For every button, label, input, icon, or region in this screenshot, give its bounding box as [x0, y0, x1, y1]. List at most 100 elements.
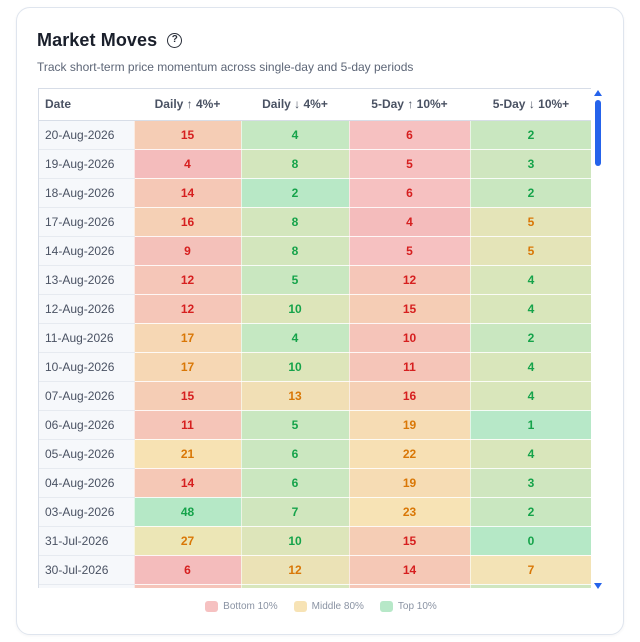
- value-cell: 3: [470, 468, 591, 497]
- value-cell: 10: [241, 352, 349, 381]
- value-cell: 9: [241, 584, 349, 588]
- value-cell: 10: [134, 584, 241, 588]
- table-row: 13-Aug-2026 12 5 12 4: [39, 265, 591, 294]
- value-cell: 21: [134, 439, 241, 468]
- value-cell: 4: [349, 207, 470, 236]
- value-cell: 15: [349, 294, 470, 323]
- value-cell: 8: [241, 236, 349, 265]
- value-cell: 2: [470, 178, 591, 207]
- date-cell: 04-Aug-2026: [39, 468, 134, 497]
- value-cell: 0: [470, 526, 591, 555]
- value-cell: 22: [349, 439, 470, 468]
- value-cell: 11: [134, 410, 241, 439]
- table-row: 19-Aug-2026 4 8 5 3: [39, 149, 591, 178]
- legend-swatch-top: [380, 601, 393, 612]
- legend-label-bottom: Bottom 10%: [223, 601, 277, 612]
- value-cell: 5: [241, 410, 349, 439]
- scrollbar-thumb[interactable]: [595, 100, 601, 166]
- value-cell: 14: [134, 468, 241, 497]
- value-cell: 5: [349, 236, 470, 265]
- card-header: Market Moves ?: [37, 30, 182, 51]
- table-row: 11-Aug-2026 17 4 10 2: [39, 323, 591, 352]
- heatmap-table-container[interactable]: Date Daily ↑ 4%+ Daily ↓ 4%+ 5-Day ↑ 10%…: [38, 88, 591, 588]
- value-cell: 2: [470, 323, 591, 352]
- table-row: 20-Aug-2026 15 4 6 2: [39, 120, 591, 149]
- legend-item-bottom: Bottom 10%: [205, 601, 277, 612]
- value-cell: 10: [241, 294, 349, 323]
- column-header-daily-up[interactable]: Daily ↑ 4%+: [134, 89, 241, 120]
- scroll-down-arrow-icon[interactable]: [594, 583, 602, 589]
- date-cell: 31-Jul-2026: [39, 526, 134, 555]
- heatmap-table: Date Daily ↑ 4%+ Daily ↓ 4%+ 5-Day ↑ 10%…: [39, 89, 591, 588]
- table-row: 06-Aug-2026 11 5 19 1: [39, 410, 591, 439]
- legend-label-top: Top 10%: [398, 601, 437, 612]
- table-body: 20-Aug-2026 15 4 6 2 19-Aug-2026 4 8 5 3 18-Aug-20…: [39, 120, 591, 588]
- legend-swatch-bottom: [205, 601, 218, 612]
- column-header-date[interactable]: Date: [39, 89, 134, 120]
- market-moves-card: Market Moves ? Track short-term price mo…: [16, 7, 624, 635]
- legend: Bottom 10% Middle 80% Top 10%: [17, 601, 625, 612]
- table-row: 18-Aug-2026 14 2 6 2: [39, 178, 591, 207]
- date-cell: 19-Aug-2026: [39, 149, 134, 178]
- value-cell: 15: [349, 526, 470, 555]
- table-row: 04-Aug-2026 14 6 19 3: [39, 468, 591, 497]
- value-cell: 5: [241, 265, 349, 294]
- date-cell: 12-Aug-2026: [39, 294, 134, 323]
- value-cell: 16: [134, 207, 241, 236]
- legend-label-middle: Middle 80%: [312, 601, 364, 612]
- value-cell: 3: [470, 584, 591, 588]
- legend-item-middle: Middle 80%: [294, 601, 364, 612]
- legend-item-top: Top 10%: [380, 601, 437, 612]
- value-cell: 4: [470, 265, 591, 294]
- date-cell: 06-Aug-2026: [39, 410, 134, 439]
- column-header-5day-up[interactable]: 5-Day ↑ 10%+: [349, 89, 470, 120]
- value-cell: 12: [349, 265, 470, 294]
- value-cell: 13: [241, 381, 349, 410]
- value-cell: 1: [470, 410, 591, 439]
- column-header-daily-down[interactable]: Daily ↓ 4%+: [241, 89, 349, 120]
- table-row: 12-Aug-2026 12 10 15 4: [39, 294, 591, 323]
- question-circle-icon[interactable]: ?: [167, 33, 182, 48]
- value-cell: 6: [349, 178, 470, 207]
- value-cell: 12: [134, 294, 241, 323]
- value-cell: 10: [349, 323, 470, 352]
- date-cell: 03-Aug-2026: [39, 497, 134, 526]
- value-cell: 4: [470, 381, 591, 410]
- value-cell: 4: [134, 149, 241, 178]
- table-row: 14-Aug-2026 9 8 5 5: [39, 236, 591, 265]
- date-cell: 05-Aug-2026: [39, 439, 134, 468]
- value-cell: 5: [470, 207, 591, 236]
- value-cell: 48: [134, 497, 241, 526]
- scroll-up-arrow-icon[interactable]: [594, 90, 602, 96]
- date-cell: 18-Aug-2026: [39, 178, 134, 207]
- legend-swatch-middle: [294, 601, 307, 612]
- table-row: 05-Aug-2026 21 6 22 4: [39, 439, 591, 468]
- card-title: Market Moves: [37, 30, 157, 51]
- value-cell: 4: [241, 323, 349, 352]
- table-row: 31-Jul-2026 27 10 15 0: [39, 526, 591, 555]
- value-cell: 27: [134, 526, 241, 555]
- value-cell: 8: [241, 207, 349, 236]
- value-cell: 13: [349, 584, 470, 588]
- value-cell: 14: [134, 178, 241, 207]
- column-header-5day-down[interactable]: 5-Day ↓ 10%+: [470, 89, 591, 120]
- value-cell: 12: [134, 265, 241, 294]
- value-cell: 10: [241, 526, 349, 555]
- value-cell: 11: [349, 352, 470, 381]
- value-cell: 8: [241, 149, 349, 178]
- value-cell: 2: [241, 178, 349, 207]
- value-cell: 15: [134, 120, 241, 149]
- value-cell: 6: [349, 120, 470, 149]
- date-cell: 10-Aug-2026: [39, 352, 134, 381]
- date-cell: 11-Aug-2026: [39, 323, 134, 352]
- value-cell: 15: [134, 381, 241, 410]
- table-row: 10-Aug-2026 17 10 11 4: [39, 352, 591, 381]
- date-cell: 17-Aug-2026: [39, 207, 134, 236]
- vertical-scrollbar[interactable]: [594, 90, 603, 590]
- table-row: 30-Jul-2026 6 12 14 7: [39, 555, 591, 584]
- value-cell: 4: [470, 439, 591, 468]
- value-cell: 12: [241, 555, 349, 584]
- date-cell: 07-Aug-2026: [39, 381, 134, 410]
- value-cell: 2: [470, 120, 591, 149]
- value-cell: 4: [470, 294, 591, 323]
